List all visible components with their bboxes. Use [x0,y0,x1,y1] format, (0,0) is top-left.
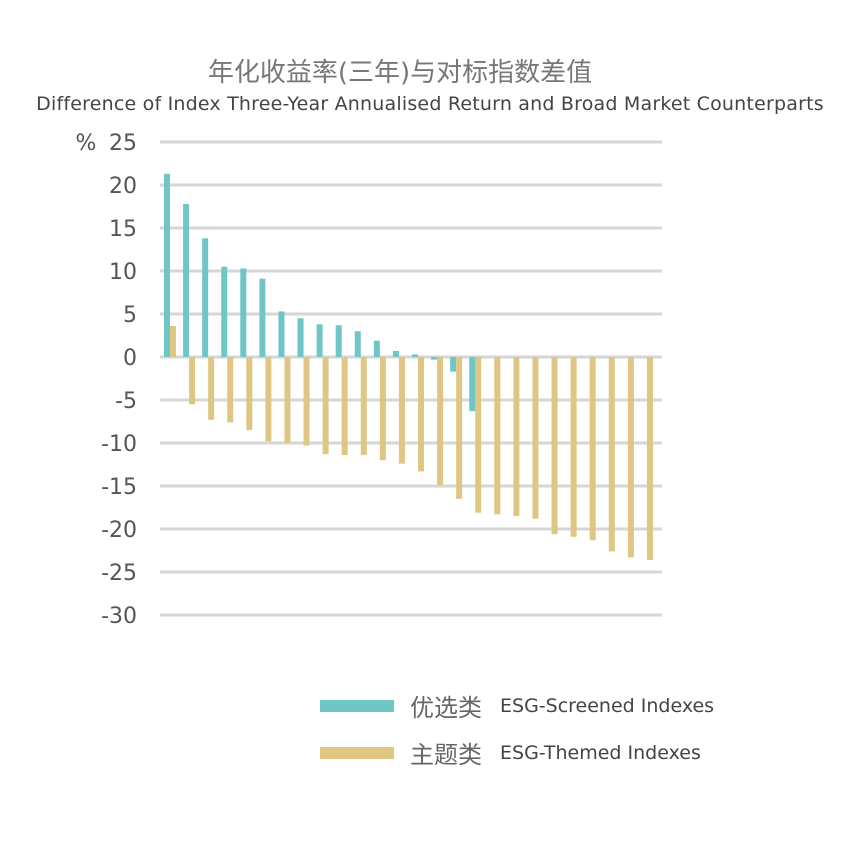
y-tick-label: -20 [101,518,137,543]
bar-screened [164,173,170,357]
bar-themed [189,357,196,405]
y-tick-label: 5 [123,303,137,328]
y-tick-label: -30 [101,604,137,629]
bar-themed [303,357,310,446]
bar-themed [551,357,558,535]
bar-themed [246,357,253,431]
bar-themed [341,357,348,456]
bar-screened [412,354,418,357]
bar-themed [589,357,596,541]
bar-screened [469,357,476,412]
y-tick-label: 20 [109,174,137,199]
bar-themed [513,357,520,517]
bar-themed [170,326,176,357]
bar-screened [335,325,342,357]
bar-themed [532,357,539,519]
y-tick-label: 0 [123,346,137,371]
legend-label-themed-en: ESG-Themed Indexes [500,741,701,764]
bar-screened [316,324,323,357]
legend-label-screened-zh: 优选类 [410,694,482,722]
bar-screened [183,203,190,357]
bar-screened [259,278,266,357]
bar-screened [202,238,209,357]
bar-themed [456,357,463,499]
y-tick-label: -10 [101,432,137,457]
bar-themed [475,357,482,513]
bar-themed [437,357,444,486]
legend-swatch-screened [320,699,394,712]
bar-themed [570,357,577,537]
legend-item-screened: 优选类 ESG-Screened Indexes [320,688,714,723]
legend-item-themed: 主题类 ESG-Themed Indexes [320,735,701,770]
y-axis-label: % [76,131,97,156]
y-tick-label: 15 [109,217,137,242]
bar-screened [278,311,285,357]
y-tick-label: -5 [115,389,137,414]
bar-themed [284,357,291,443]
bar-themed [646,357,653,560]
y-tick-label: -25 [101,561,137,586]
bar-screened [431,357,438,360]
bar-themed [322,357,329,455]
bar-themed [360,357,367,456]
bar-themed [265,357,272,442]
bar-screened [373,340,380,357]
bar-themed [379,357,386,461]
bar-themed [398,357,405,464]
bar-screened [450,357,457,372]
bar-screened [392,350,399,357]
legend-label-themed-zh: 主题类 [410,741,482,769]
bar-screened [221,266,228,357]
bar-themed [418,357,424,472]
y-tick-label: 25 [109,131,137,156]
bar-screened [354,331,361,357]
chart-subtitle: Difference of Index Three-Year Annualise… [36,93,824,115]
chart-title: 年化收益率(三年)与对标指数差值 [207,58,593,88]
bar-themed [627,357,634,558]
bar-screened [240,268,247,357]
bar-themed [227,357,234,423]
y-tick-label: -15 [101,475,137,500]
bar-themed [494,357,501,515]
bar-screened [297,318,304,357]
y-tick-label: 10 [109,260,137,285]
legend-label-screened-en: ESG-Screened Indexes [500,694,715,717]
bar-themed [608,357,615,552]
bar-themed [208,357,215,420]
legend-swatch-themed [320,746,394,759]
